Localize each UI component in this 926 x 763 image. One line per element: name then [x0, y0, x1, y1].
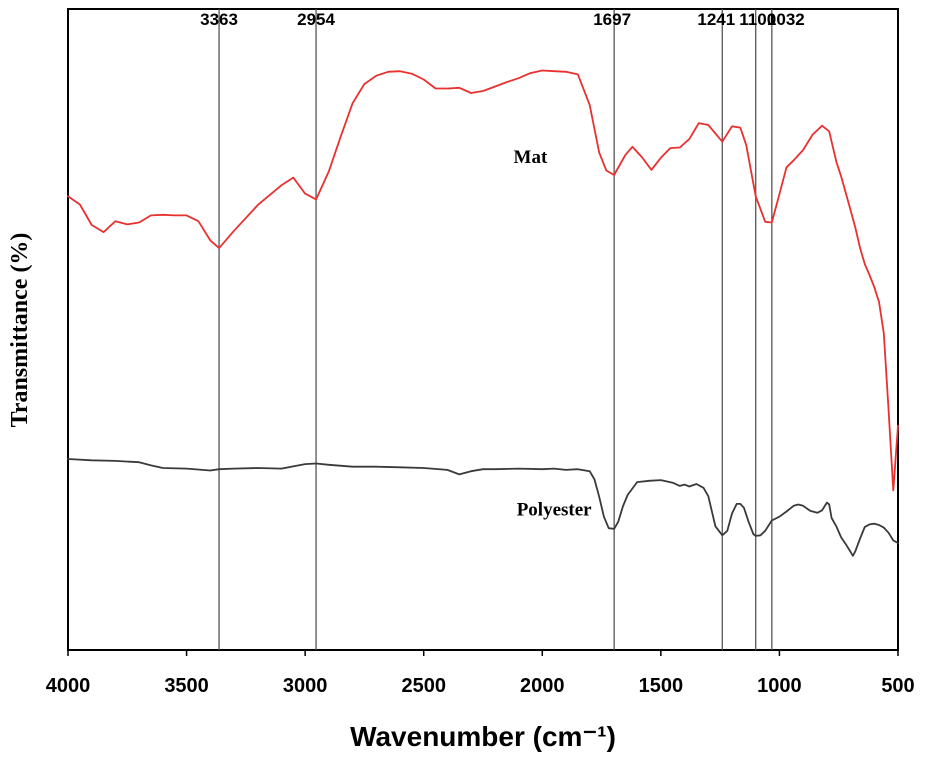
x-tick-label-3000: 3000 — [283, 675, 328, 697]
plot-frame — [67, 8, 899, 651]
x-tick-label-500: 500 — [881, 675, 914, 697]
peak-label-3363: 3363 — [200, 10, 238, 29]
x-tick-label-1500: 1500 — [639, 675, 684, 697]
y-axis-label: Transmittance (%) — [7, 233, 33, 428]
x-tick-label-3500: 3500 — [164, 675, 209, 697]
peak-label-1697: 1697 — [593, 10, 631, 29]
peak-label-1100: 1100 — [739, 10, 776, 29]
series-label-mat: Mat — [514, 147, 548, 168]
peak-label-1241: 1241 — [697, 10, 735, 29]
x-tick-label-2500: 2500 — [401, 675, 446, 697]
x-axis-label: Wavenumber (cm⁻¹) — [350, 721, 616, 752]
x-tick-label-1000: 1000 — [757, 675, 802, 697]
x-tick-label-2000: 2000 — [520, 675, 565, 697]
peak-label-1032: 1032 — [767, 10, 805, 29]
series-line-polyester — [67, 458, 899, 557]
x-tick-label-4000: 4000 — [46, 675, 91, 697]
series-line-mat — [67, 69, 899, 492]
series-label-polyester: Polyester — [517, 499, 592, 520]
peak-label-2954: 2954 — [297, 10, 335, 29]
